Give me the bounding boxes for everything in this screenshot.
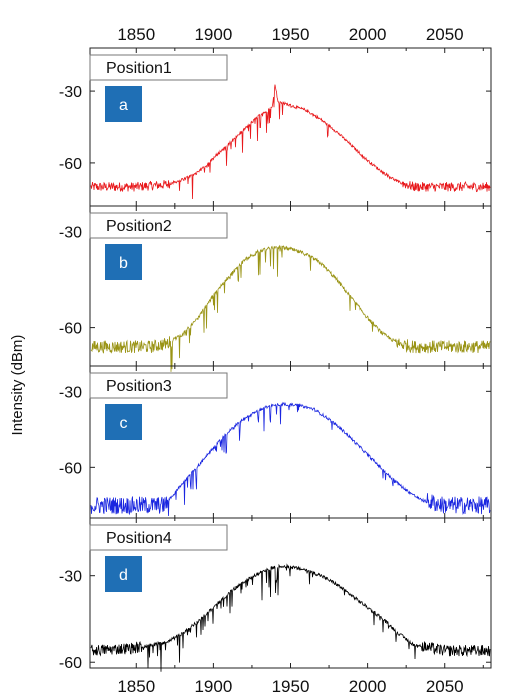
- x-tick-label-bottom: 1850: [117, 677, 155, 696]
- y-tick-label: -30: [59, 569, 82, 586]
- position-label: Position3: [89, 372, 228, 399]
- panel-a: -30 -60 Position1 a: [59, 47, 492, 207]
- x-tick-label-bottom: 2050: [426, 677, 464, 696]
- panel-c: -30 -60 Position3 c: [59, 365, 492, 519]
- x-tick-label-top: 2000: [349, 25, 387, 44]
- panel-letter-box: [105, 86, 142, 122]
- spectrum-line: [90, 84, 491, 200]
- x-tick-label-top: 1950: [272, 25, 310, 44]
- x-tick-label-bottom: 1900: [194, 677, 232, 696]
- y-tick-label: -60: [59, 655, 82, 672]
- y-axis-label: Intensity (dBm): [9, 335, 26, 436]
- panel-d: -30 -60 Position4 d: [59, 517, 492, 672]
- spectrum-line: [90, 401, 491, 517]
- bottom-x-tick-labels: 1850 1900 1950 2000 2050: [117, 677, 463, 696]
- panel-letter: a: [119, 97, 128, 114]
- panel-letter-box: [105, 244, 142, 280]
- panel-letter-box: [105, 404, 142, 440]
- panel-b: -30 -60 Position2 b: [59, 205, 492, 372]
- y-tick-label: -30: [59, 384, 82, 401]
- position-label-box: [89, 212, 228, 239]
- spectrum-line: [90, 563, 491, 672]
- position-label: Position1: [89, 54, 228, 81]
- x-tick-label-bottom: 2000: [349, 677, 387, 696]
- position-label-box: [89, 524, 228, 551]
- panel-letter-badge: d: [105, 556, 142, 592]
- panels: -30 -60 Position1 a -30 -60 Position2 b -30 -60 Po…: [59, 47, 492, 672]
- panel-letter-badge: c: [105, 404, 142, 440]
- position-label-box: [89, 54, 228, 81]
- panel-letter-badge: a: [105, 86, 142, 122]
- panel-letter: d: [119, 567, 128, 584]
- position-label-text: Position4: [106, 530, 172, 547]
- panel-letter-box: [105, 556, 142, 592]
- x-tick-label-top: 1850: [117, 25, 155, 44]
- panel-letter: b: [119, 255, 128, 272]
- position-label: Position4: [89, 524, 228, 551]
- y-tick-label: -30: [59, 225, 82, 242]
- top-x-tick-labels: 1850 1900 1950 2000 2050: [117, 25, 463, 44]
- y-tick-label: -30: [59, 84, 82, 101]
- position-label: Position2: [89, 212, 228, 239]
- panel-letter-badge: b: [105, 244, 142, 280]
- y-tick-label: -60: [59, 460, 82, 477]
- spectrum-line: [90, 244, 491, 372]
- position-label-text: Position1: [106, 60, 172, 77]
- y-tick-label: -60: [59, 321, 82, 338]
- y-tick-label: -60: [59, 156, 82, 173]
- x-tick-label-top: 1900: [194, 25, 232, 44]
- position-label-box: [89, 372, 228, 399]
- x-tick-label-bottom: 1950: [272, 677, 310, 696]
- position-label-text: Position3: [106, 378, 172, 395]
- x-tick-label-top: 2050: [426, 25, 464, 44]
- position-label-text: Position2: [106, 218, 172, 235]
- panel-letter: c: [120, 415, 128, 432]
